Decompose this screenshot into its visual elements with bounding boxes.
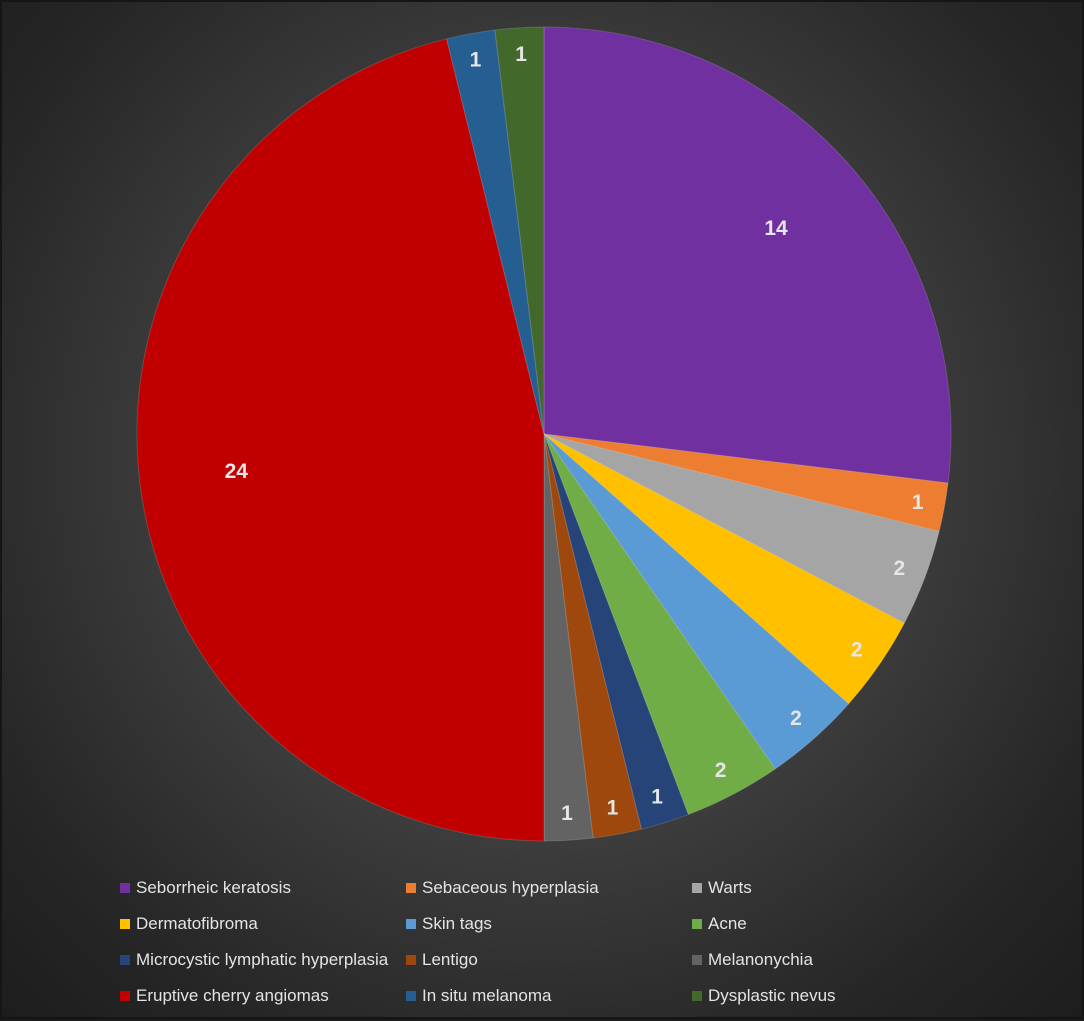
legend-label: Skin tags	[422, 914, 492, 933]
legend-label: Seborrheic keratosis	[136, 878, 291, 897]
pie-slice-lentigo	[543, 433, 643, 839]
legend-swatch	[692, 919, 702, 929]
legend-swatch	[406, 991, 416, 1001]
data-label-skin-tags: 2	[790, 707, 802, 730]
data-label-dysplastic-nevus: 1	[515, 43, 527, 66]
data-label-melanonychia: 1	[561, 802, 573, 825]
data-label-acne: 2	[715, 759, 727, 782]
legend-item-melanonychia: Melanonychia	[692, 942, 992, 978]
pie-slice-acne	[543, 433, 776, 816]
legend-label: In situ melanoma	[422, 986, 552, 1005]
legend-swatch	[120, 883, 130, 893]
legend-label: Acne	[708, 914, 747, 933]
legend-item-dysplastic-nevus: Dysplastic nevus	[692, 978, 992, 1014]
pie-slice-eruptive-cherry-angiomas	[136, 38, 545, 842]
legend-item-acne: Acne	[692, 906, 992, 942]
legend-swatch	[692, 883, 702, 893]
pie-slice-melanonychia	[543, 433, 594, 842]
legend-item-seborrheic-keratosis: Seborrheic keratosis	[120, 870, 406, 906]
data-label-lentigo: 1	[607, 796, 619, 819]
data-label-sebaceous-hyperplasia: 1	[912, 491, 924, 514]
data-label-in-situ-melanoma: 1	[470, 49, 482, 72]
legend-swatch	[692, 955, 702, 965]
data-label-seborrheic-keratosis: 14	[764, 217, 788, 240]
legend-label: Dermatofibroma	[136, 914, 258, 933]
legend-label: Warts	[708, 878, 752, 897]
pie-slice-warts	[543, 433, 940, 624]
pie-slice-skin-tags	[543, 433, 850, 770]
data-label-warts: 2	[893, 557, 905, 580]
pie-slice-seborrheic-keratosis	[543, 26, 952, 484]
legend-swatch	[120, 955, 130, 965]
legend-swatch	[692, 991, 702, 1001]
data-label-eruptive-cherry-angiomas: 24	[225, 460, 249, 483]
legend-label: Melanonychia	[708, 950, 813, 969]
legend-label: Eruptive cherry angiomas	[136, 986, 329, 1005]
legend-item-eruptive-cherry-angiomas: Eruptive cherry angiomas	[120, 978, 406, 1014]
pie-data-labels: 14 1 2 2 2 2 1 1 1 24 1 1	[225, 43, 924, 825]
pie-slice-in-situ-melanoma	[445, 29, 545, 435]
pie-slice-dermatofibroma	[543, 433, 906, 705]
legend-item-in-situ-melanoma: In situ melanoma	[406, 978, 692, 1014]
legend-swatch	[406, 883, 416, 893]
data-label-microcystic-lymphatic-hyperplasia: 1	[651, 785, 663, 808]
pie-slice-sebaceous-hyperplasia	[543, 433, 949, 533]
pie-slices	[136, 26, 952, 842]
pie-slice-microcystic-lymphatic-hyperplasia	[543, 433, 689, 830]
legend-item-lentigo: Lentigo	[406, 942, 692, 978]
legend-item-sebaceous-hyperplasia: Sebaceous hyperplasia	[406, 870, 692, 906]
legend-item-skin-tags: Skin tags	[406, 906, 692, 942]
legend-swatch	[120, 991, 130, 1001]
legend-label: Microcystic lymphatic hyperplasia	[136, 950, 389, 969]
legend-item-microcystic-lymphatic-hyperplasia: Microcystic lymphatic hyperplasia	[120, 942, 406, 978]
legend-swatch	[120, 919, 130, 929]
legend-item-warts: Warts	[692, 870, 992, 906]
legend: Seborrheic keratosis Sebaceous hyperplasi…	[120, 870, 1020, 1014]
legend-label: Dysplastic nevus	[708, 986, 836, 1005]
legend-item-dermatofibroma: Dermatofibroma	[120, 906, 406, 942]
pie-slice-dysplastic-nevus	[494, 26, 545, 435]
legend-label: Sebaceous hyperplasia	[422, 878, 599, 897]
legend-swatch	[406, 955, 416, 965]
legend-label: Lentigo	[422, 950, 478, 969]
legend-swatch	[406, 919, 416, 929]
data-label-dermatofibroma: 2	[851, 638, 863, 661]
